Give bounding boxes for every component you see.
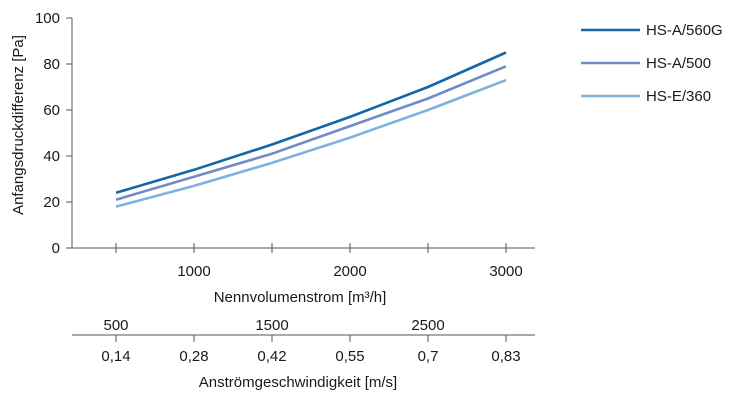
- y-ticks: 0 20 40 60 80 100: [35, 10, 72, 257]
- secondary-top-tick-label: 500: [103, 317, 128, 334]
- y-tick-label: 20: [43, 194, 60, 211]
- secondary-bottom-tick-label: 0,83: [491, 348, 520, 365]
- secondary-axis-bottom-labels: 0,14 0,28 0,42 0,55 0,7 0,83: [101, 348, 520, 365]
- secondary-bottom-tick-label: 0,55: [335, 348, 364, 365]
- x-tick-label: 1000: [177, 263, 210, 280]
- secondary-top-tick-label: 1500: [255, 317, 288, 334]
- y-tick-label: 60: [43, 102, 60, 119]
- secondary-bottom-tick-label: 0,28: [179, 348, 208, 365]
- x-tick-label: 3000: [489, 263, 522, 280]
- series-lines: [115, 51, 507, 208]
- legend-label: HS-A/500: [646, 55, 711, 72]
- x-tick-label: 2000: [333, 263, 366, 280]
- y-tick-label: 100: [35, 10, 60, 27]
- secondary-bottom-tick-label: 0,42: [257, 348, 286, 365]
- y-tick-label: 40: [43, 148, 60, 165]
- series-line-HS-A/500: [115, 65, 507, 201]
- x-axis-label: Nennvolumenstrom [m³/h]: [214, 289, 387, 306]
- secondary-axis-top-labels: 500 1500 2500: [103, 317, 507, 342]
- series-line-HS-A/560G: [115, 51, 507, 195]
- legend: HS-A/560G HS-A/500 HS-E/360: [581, 22, 723, 105]
- secondary-top-tick-label: 2500: [411, 317, 444, 334]
- secondary-axis-label: Anströmgeschwindigkeit [m/s]: [199, 374, 397, 391]
- secondary-bottom-tick-label: 0,7: [418, 348, 439, 365]
- y-axis-label: Anfangsdruckdifferenz [Pa]: [10, 35, 27, 215]
- y-tick-label: 80: [43, 56, 60, 73]
- secondary-bottom-tick-label: 0,14: [101, 348, 130, 365]
- legend-label: HS-A/560G: [646, 22, 723, 39]
- legend-label: HS-E/360: [646, 88, 711, 105]
- x-ticks: 1000 2000 3000: [115, 243, 523, 280]
- series-line-HS-E/360: [115, 78, 507, 208]
- y-tick-label: 0: [52, 240, 60, 257]
